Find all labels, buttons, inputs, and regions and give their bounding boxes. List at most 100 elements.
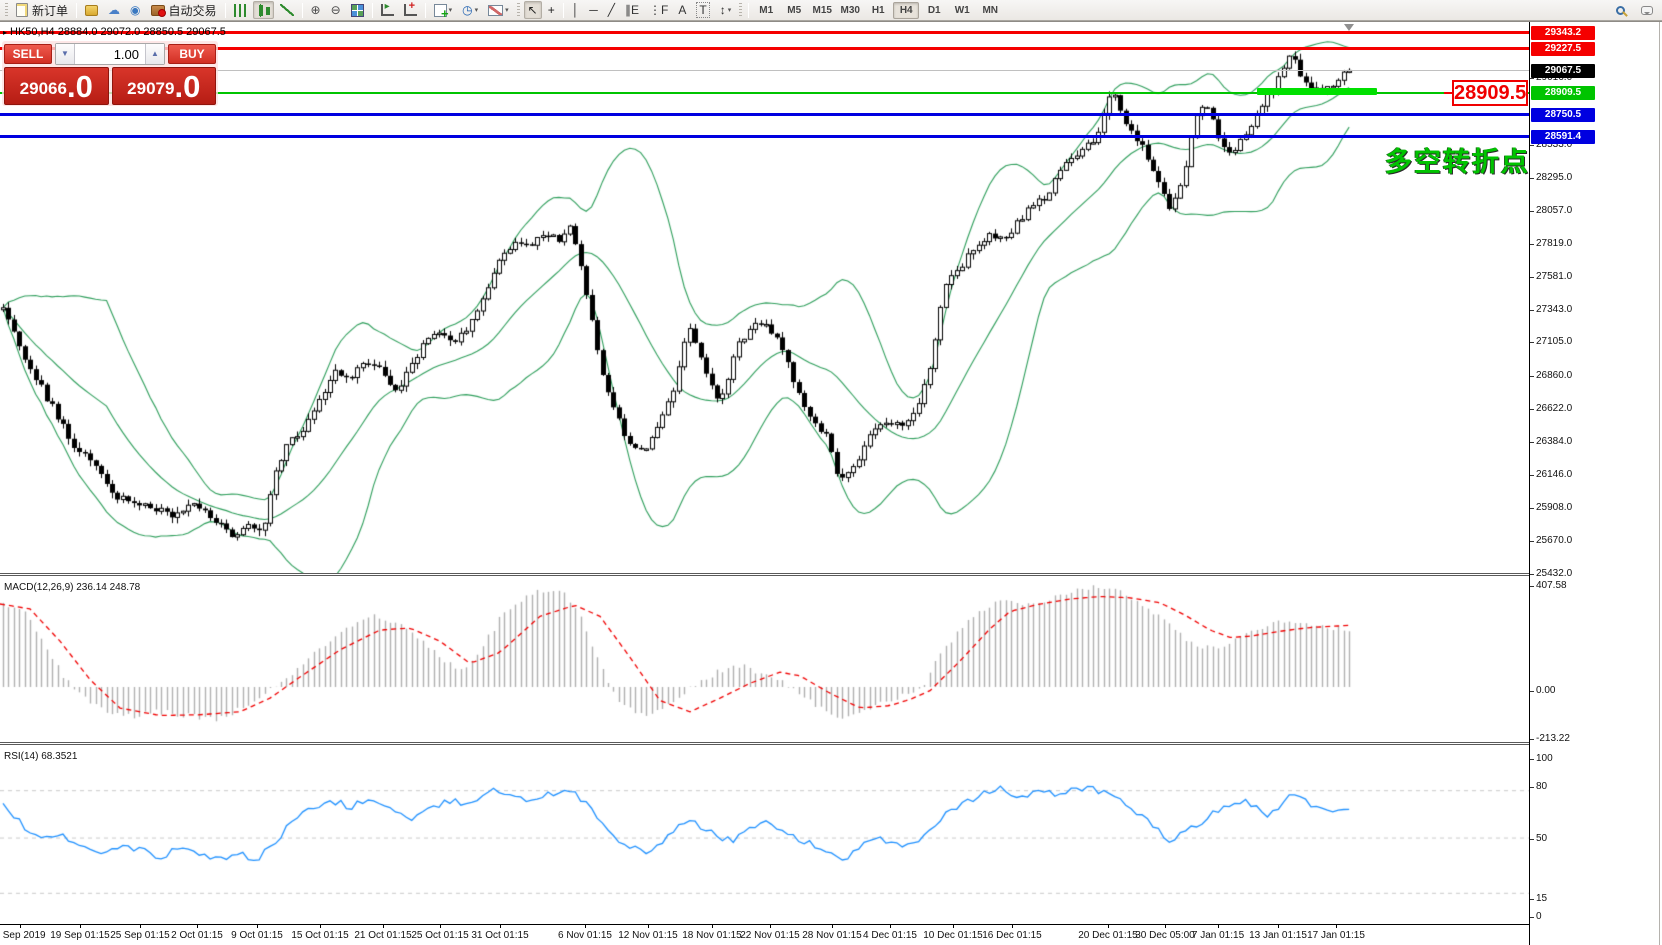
- scale-tick-mark: [1530, 243, 1534, 245]
- price-line-29343.2[interactable]: [0, 31, 1529, 35]
- zoom-out-icon[interactable]: ⊖: [327, 1, 345, 19]
- toolbar-grip[interactable]: [739, 2, 743, 18]
- trade-panel-price-row: 29066.0 29079.0: [4, 67, 216, 105]
- time-axis-label: 3 Sep 2019: [0, 930, 46, 941]
- search-icon[interactable]: [1612, 1, 1629, 19]
- time-axis-label: 13 Jan 01:15: [1249, 930, 1307, 941]
- dropdown-caret-icon[interactable]: ▾: [474, 7, 479, 14]
- timeframe-button-h1[interactable]: H1: [871, 4, 885, 16]
- price-line-29067.5[interactable]: [0, 70, 1529, 72]
- price-level-tag[interactable]: 28909.5: [1452, 80, 1528, 106]
- crosshair-icon: +: [547, 3, 555, 17]
- new-chart-icon[interactable]: ▾: [430, 1, 457, 21]
- time-axis-tick: [585, 924, 586, 928]
- price-line-28750.5[interactable]: [0, 113, 1529, 117]
- price-chart-canvas[interactable]: [0, 22, 1529, 575]
- timeframe-button-w1[interactable]: W1: [954, 4, 970, 16]
- trendline-icon[interactable]: ╱: [604, 1, 619, 19]
- timeframe-button-d1[interactable]: D1: [927, 4, 941, 16]
- tile-windows-icon[interactable]: [347, 1, 368, 19]
- chart-shift-icon[interactable]: [400, 0, 421, 19]
- toolbar-separator: [371, 2, 373, 18]
- favorites-icon[interactable]: [81, 1, 102, 19]
- chart-shift-marker-icon[interactable]: [1344, 24, 1354, 31]
- signals-icon[interactable]: ◉: [126, 1, 144, 19]
- volume-decrease-button[interactable]: ▼: [56, 44, 75, 64]
- price-line-29227.5[interactable]: [0, 47, 1529, 51]
- chat-icon[interactable]: [1637, 1, 1657, 19]
- timeframe-button-mn[interactable]: MN: [982, 4, 999, 16]
- dropdown-caret-icon[interactable]: ▾: [448, 7, 453, 14]
- green-highlight-bar[interactable]: [1257, 88, 1377, 95]
- auto-scroll-icon[interactable]: [377, 1, 398, 19]
- periods-icon[interactable]: ◷ ▾: [458, 1, 482, 19]
- timeframe-button-m15[interactable]: M15: [812, 4, 832, 16]
- timeframe-button-m5[interactable]: M5: [787, 4, 802, 16]
- candlestick-chart-icon: [256, 3, 270, 17]
- time-axis-tick: [890, 924, 891, 928]
- timeframe-button-m1[interactable]: M1: [759, 4, 774, 16]
- toolbar-grip[interactable]: [5, 2, 8, 18]
- toolbar: 新订单☁◉自动交易⊕⊖▾◷▾▾↖+│─╱∥E⋮FAT↕▾M1M5M15M30H1…: [0, 0, 1662, 21]
- new-order-button[interactable]: 新订单: [12, 1, 72, 19]
- volume-stepper: ▼ 1.00 ▲: [55, 43, 165, 65]
- candlestick-chart-icon[interactable]: [252, 1, 274, 19]
- price-line-28591.4[interactable]: [0, 135, 1529, 139]
- templates-icon[interactable]: ▾: [484, 1, 513, 19]
- timeframe-button-m30[interactable]: M30: [840, 4, 860, 16]
- label-icon[interactable]: T: [692, 1, 713, 19]
- buy-button[interactable]: BUY: [168, 44, 216, 64]
- rsi-panel-canvas[interactable]: [0, 746, 1529, 924]
- scale-tick-mark: [1530, 342, 1534, 344]
- scale-tick-mark: [1530, 309, 1534, 311]
- arrows-icon: ↕: [719, 3, 726, 17]
- autotrading-button[interactable]: 自动交易: [147, 1, 221, 19]
- time-axis-label: 25 Sep 01:15: [110, 930, 170, 941]
- time-axis-tick: [1108, 924, 1109, 928]
- dropdown-caret-icon[interactable]: ▾: [505, 7, 509, 14]
- sell-price-button[interactable]: 29066.0: [4, 67, 109, 105]
- rsi-indicator-label: RSI(14) 68.3521: [4, 751, 78, 762]
- fibonacci-icon[interactable]: ⋮F: [645, 1, 672, 19]
- channel-icon[interactable]: ∥E: [621, 1, 643, 19]
- cursor-icon[interactable]: ↖: [523, 1, 542, 19]
- crosshair-icon[interactable]: +: [544, 1, 559, 19]
- zoom-in-icon[interactable]: ⊕: [307, 1, 325, 19]
- chart-text-annotation[interactable]: 多空转折点: [1385, 147, 1530, 177]
- time-axis-tick: [832, 924, 833, 928]
- price-line-28909.5[interactable]: [0, 91, 1529, 94]
- rsi-scale-tick: 80: [1536, 781, 1548, 792]
- timeframe-button-h4[interactable]: H4: [893, 1, 920, 19]
- text-icon[interactable]: A: [674, 1, 690, 19]
- buy-price-button[interactable]: 29079.0: [111, 67, 216, 105]
- time-axis-tick: [712, 924, 713, 928]
- rsi-panel-separator[interactable]: [0, 742, 1662, 745]
- macd-scale-tick: 0.00: [1536, 685, 1556, 696]
- arrows-icon[interactable]: ↕ ▾: [716, 1, 736, 19]
- price-scale-tick: 27581.0: [1536, 270, 1573, 282]
- price-scale[interactable]: 29016.028533.028295.028057.027819.027581…: [1529, 22, 1662, 945]
- auto-scroll-icon: [380, 1, 394, 16]
- line-chart-icon[interactable]: [276, 1, 298, 19]
- rsi-scale-tick: 15: [1536, 893, 1548, 904]
- dropdown-caret-icon[interactable]: ▾: [727, 7, 732, 14]
- macd-panel-canvas[interactable]: [0, 577, 1529, 743]
- volume-increase-button[interactable]: ▲: [145, 44, 164, 64]
- bar-chart-icon[interactable]: [230, 1, 251, 19]
- volume-input[interactable]: 1.00: [113, 47, 139, 62]
- toolbar-grip[interactable]: [516, 2, 520, 18]
- vertical-line-icon[interactable]: │: [568, 1, 584, 19]
- rsi-scale-tick: 100: [1536, 753, 1553, 764]
- scale-tick-mark: [1530, 586, 1534, 587]
- time-axis-tick: [1165, 924, 1166, 928]
- cloud-icon[interactable]: ☁: [104, 1, 124, 19]
- macd-panel-separator[interactable]: [0, 573, 1662, 576]
- label-icon: T: [696, 2, 710, 18]
- horizontal-line-icon[interactable]: ─: [585, 1, 602, 19]
- time-axis-label: 15 Oct 01:15: [291, 930, 349, 941]
- price-scale-tick: 26860.0: [1536, 370, 1573, 382]
- new-order-button: [16, 3, 28, 17]
- sell-button[interactable]: SELL: [4, 44, 52, 64]
- scale-tick-mark: [1530, 839, 1534, 840]
- rsi-scale-tick: 0: [1536, 911, 1542, 922]
